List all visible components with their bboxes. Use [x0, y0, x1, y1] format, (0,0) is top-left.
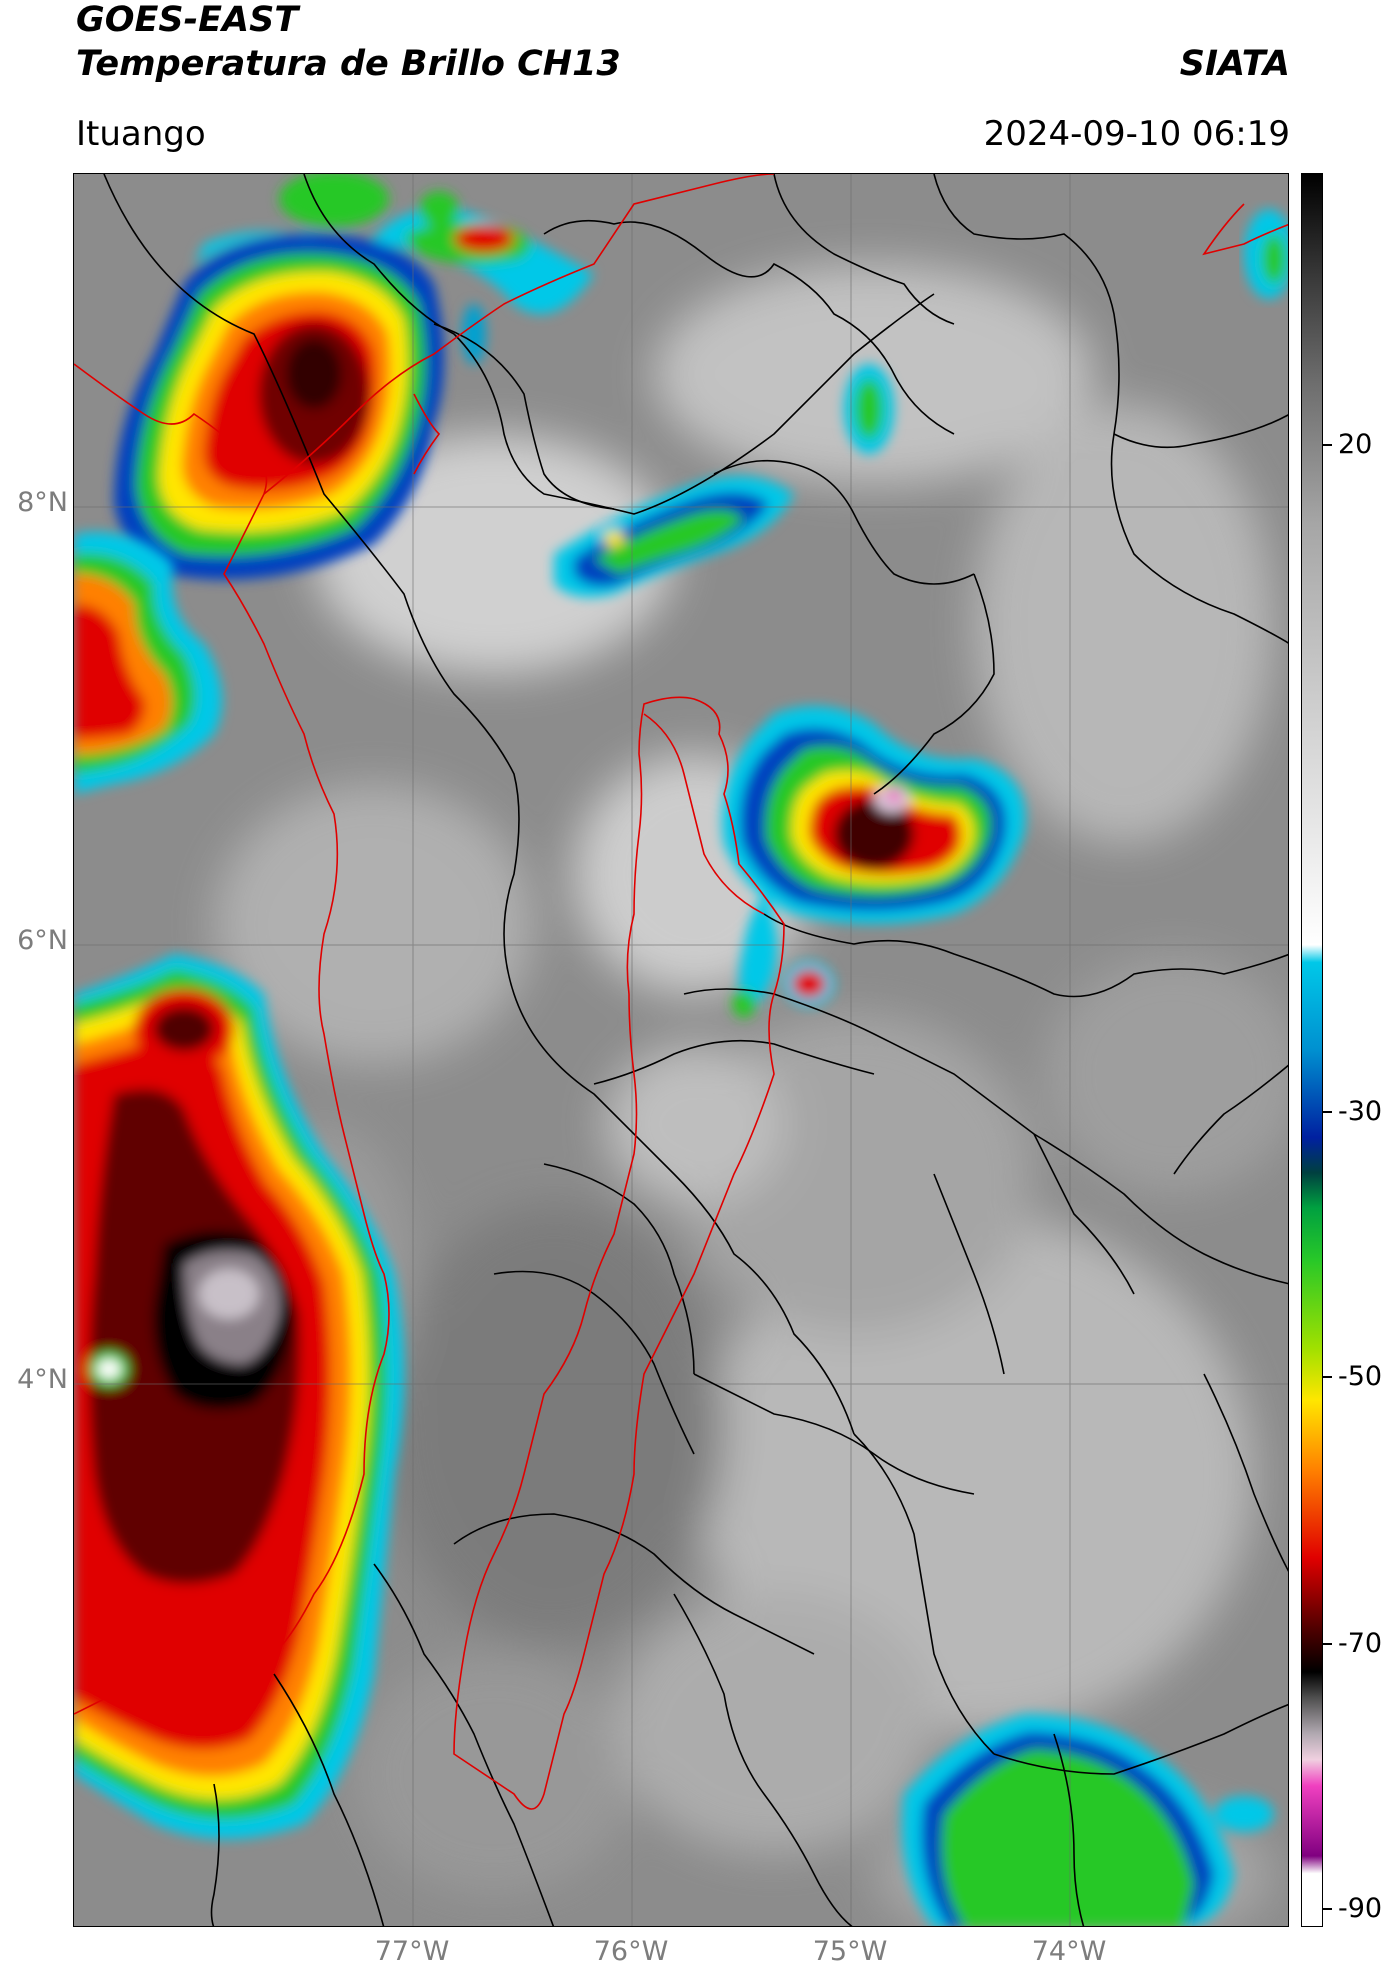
lon-label-74w: 74°W	[1031, 1936, 1107, 1967]
colorbar-label-minus30: -30	[1338, 1096, 1383, 1127]
brand-label: SIATA	[1179, 44, 1290, 84]
department-borders	[103, 174, 1288, 1926]
colorbar-tick	[1323, 444, 1332, 446]
storm-northwest	[114, 174, 594, 580]
coastline-red	[74, 174, 1288, 1715]
colorbar-label-minus90: -90	[1338, 1893, 1383, 1924]
storm-northeast	[1244, 209, 1288, 299]
ituango-basin-outline	[453, 696, 785, 1810]
colorbar-tick	[1323, 1111, 1332, 1113]
title-satellite: GOES-EAST	[76, 0, 299, 40]
storm-west-edge	[74, 532, 222, 794]
graticule	[74, 174, 1288, 1926]
satellite-map	[73, 173, 1289, 1927]
colorbar-tick	[1323, 1643, 1332, 1645]
location-label: Ituango	[76, 114, 206, 154]
colorbar-label-minus70: -70	[1338, 1628, 1383, 1659]
lat-label-6n: 6°N	[17, 925, 68, 956]
colorbar-tick	[1323, 1376, 1332, 1378]
lat-label-4n: 4°N	[17, 1364, 68, 1395]
title-product: Temperatura de Brillo CH13	[76, 44, 621, 84]
colorbar-label-20: 20	[1338, 429, 1373, 460]
temperature-colorbar	[1301, 173, 1323, 1927]
lat-label-8n: 8°N	[17, 487, 68, 518]
lon-label-75w: 75°W	[812, 1936, 888, 1967]
storm-central-east	[722, 706, 1026, 1018]
storm-southeast	[902, 1714, 1274, 1926]
lon-label-76w: 76°W	[593, 1936, 669, 1967]
colorbar-tick	[1323, 1908, 1332, 1910]
timestamp-label: 2024-09-10 06:19	[983, 114, 1290, 154]
colorbar-label-minus50: -50	[1338, 1361, 1383, 1392]
lon-label-77w: 77°W	[374, 1936, 450, 1967]
